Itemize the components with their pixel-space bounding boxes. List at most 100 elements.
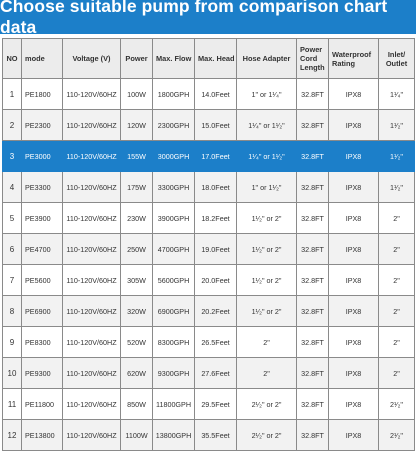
- cell-max-flow: 2300GPH: [152, 109, 195, 141]
- cell-voltage: 110-120V/60HZ: [62, 202, 121, 234]
- cell-power: 320W: [120, 295, 153, 327]
- cell-power: 850W: [120, 388, 153, 420]
- table-row: 2 PE2300 110-120V/60HZ 120W 2300GPH 15.0Feet 1…: [2, 109, 415, 141]
- cell-max-flow: 9300GPH: [152, 357, 195, 389]
- cell-voltage: 110-120V/60HZ: [62, 171, 121, 203]
- cell-max-flow: 3300GPH: [152, 171, 195, 203]
- cell-waterproof-rating: IPX8: [328, 233, 379, 265]
- cell-max-flow: 11800GPH: [152, 388, 195, 420]
- cell-power-cord-length: 32.8FT: [296, 109, 329, 141]
- cell-mode: PE3000: [21, 140, 63, 172]
- cell-waterproof-rating: IPX8: [328, 264, 379, 296]
- cell-power: 620W: [120, 357, 153, 389]
- cell-max-flow: 4700GPH: [152, 233, 195, 265]
- cell-hose-adapter: 2": [236, 326, 297, 358]
- cell-max-flow: 3000GPH: [152, 140, 195, 172]
- cell-max-head: 18.2Feet: [194, 202, 237, 234]
- cell-mode: PE9300: [21, 357, 63, 389]
- cell-waterproof-rating: IPX8: [328, 388, 379, 420]
- cell-inlet-outlet: 2": [378, 357, 415, 389]
- cell-no: 5: [2, 202, 22, 234]
- cell-voltage: 110-120V/60HZ: [62, 326, 121, 358]
- cell-mode: PE4700: [21, 233, 63, 265]
- cell-mode: PE3900: [21, 202, 63, 234]
- cell-power: 175W: [120, 171, 153, 203]
- cell-waterproof-rating: IPX8: [328, 357, 379, 389]
- cell-no: 8: [2, 295, 22, 327]
- cell-max-flow: 8300GPH: [152, 326, 195, 358]
- cell-hose-adapter: 1¹⁄₂" or 2": [236, 295, 297, 327]
- cell-waterproof-rating: IPX8: [328, 202, 379, 234]
- cell-waterproof-rating: IPX8: [328, 295, 379, 327]
- cell-hose-adapter: 2¹⁄₂" or 2": [236, 388, 297, 420]
- cell-no: 10: [2, 357, 22, 389]
- cell-no: 9: [2, 326, 22, 358]
- table-row: 7 PE5600 110-120V/60HZ 305W 5600GPH 20.0Feet 1…: [2, 264, 415, 296]
- cell-max-flow: 5600GPH: [152, 264, 195, 296]
- cell-hose-adapter: 2": [236, 357, 297, 389]
- cell-power-cord-length: 32.8FT: [296, 140, 329, 172]
- cell-hose-adapter: 1¹⁄₂" or 2": [236, 264, 297, 296]
- cell-voltage: 110-120V/60HZ: [62, 140, 121, 172]
- cell-mode: PE5600: [21, 264, 63, 296]
- cell-max-head: 29.5Feet: [194, 388, 237, 420]
- cell-max-head: 20.0Feet: [194, 264, 237, 296]
- cell-hose-adapter: 1¹⁄₂" or 2": [236, 202, 297, 234]
- cell-inlet-outlet: 1¹⁄₂": [378, 140, 415, 172]
- cell-voltage: 110-120V/60HZ: [62, 357, 121, 389]
- cell-max-head: 27.6Feet: [194, 357, 237, 389]
- cell-inlet-outlet: 2": [378, 264, 415, 296]
- cell-inlet-outlet: 2": [378, 202, 415, 234]
- cell-no: 1: [2, 78, 22, 110]
- cell-waterproof-rating: IPX8: [328, 171, 379, 203]
- cell-mode: PE1800: [21, 78, 63, 110]
- cell-no: 2: [2, 109, 22, 141]
- cell-power-cord-length: 32.8FT: [296, 202, 329, 234]
- col-header-max-flow: Max. Flow: [152, 38, 195, 79]
- cell-inlet-outlet: 1¹⁄₂": [378, 109, 415, 141]
- cell-power: 120W: [120, 109, 153, 141]
- comparison-table: NO mode Voltage (V) Power Max. Flow Max.…: [2, 38, 415, 451]
- col-header-inlet-outlet: Inlet/ Outlet: [378, 38, 415, 79]
- table-row: 12 PE13800 110-120V/60HZ 1100W 13800GPH 35.5F…: [2, 419, 415, 451]
- cell-mode: PE11800: [21, 388, 63, 420]
- cell-max-flow: 6900GPH: [152, 295, 195, 327]
- cell-no: 7: [2, 264, 22, 296]
- cell-power-cord-length: 32.8FT: [296, 357, 329, 389]
- cell-power: 1100W: [120, 419, 153, 451]
- cell-power-cord-length: 32.8FT: [296, 171, 329, 203]
- cell-voltage: 110-120V/60HZ: [62, 78, 121, 110]
- cell-power-cord-length: 32.8FT: [296, 264, 329, 296]
- cell-voltage: 110-120V/60HZ: [62, 264, 121, 296]
- cell-max-head: 26.5Feet: [194, 326, 237, 358]
- table-header-row: NO mode Voltage (V) Power Max. Flow Max.…: [2, 38, 415, 79]
- col-header-hose-adapter: Hose Adapter: [236, 38, 297, 79]
- cell-voltage: 110-120V/60HZ: [62, 295, 121, 327]
- table-row: 1 PE1800 110-120V/60HZ 100W 1800GPH 14.0Feet 1…: [2, 78, 415, 110]
- cell-max-head: 18.0Feet: [194, 171, 237, 203]
- cell-inlet-outlet: 2¹⁄₂": [378, 419, 415, 451]
- cell-no: 3: [2, 140, 22, 172]
- cell-max-flow: 13800GPH: [152, 419, 195, 451]
- table-row: 5 PE3900 110-120V/60HZ 230W 3900GPH 18.2Feet 1…: [2, 202, 415, 234]
- table-row: 8 PE6900 110-120V/60HZ 320W 6900GPH 20.2Feet 1…: [2, 295, 415, 327]
- cell-hose-adapter: 1" or 1¹⁄₄": [236, 78, 297, 110]
- cell-max-head: 15.0Feet: [194, 109, 237, 141]
- cell-power-cord-length: 32.8FT: [296, 233, 329, 265]
- cell-no: 6: [2, 233, 22, 265]
- cell-power-cord-length: 32.8FT: [296, 78, 329, 110]
- cell-voltage: 110-120V/60HZ: [62, 388, 121, 420]
- cell-no: 4: [2, 171, 22, 203]
- cell-max-flow: 1800GPH: [152, 78, 195, 110]
- table-row: 9 PE8300 110-120V/60HZ 520W 8300GPH 26.5Feet 2…: [2, 326, 415, 358]
- cell-max-head: 19.0Feet: [194, 233, 237, 265]
- cell-mode: PE2300: [21, 109, 63, 141]
- cell-power-cord-length: 32.8FT: [296, 419, 329, 451]
- cell-no: 12: [2, 419, 22, 451]
- cell-mode: PE8300: [21, 326, 63, 358]
- cell-voltage: 110-120V/60HZ: [62, 109, 121, 141]
- col-header-no: NO: [2, 38, 22, 79]
- cell-inlet-outlet: 1¹⁄₄": [378, 78, 415, 110]
- table-row: 10 PE9300 110-120V/60HZ 620W 9300GPH 27.6Feet…: [2, 357, 415, 389]
- cell-waterproof-rating: IPX8: [328, 140, 379, 172]
